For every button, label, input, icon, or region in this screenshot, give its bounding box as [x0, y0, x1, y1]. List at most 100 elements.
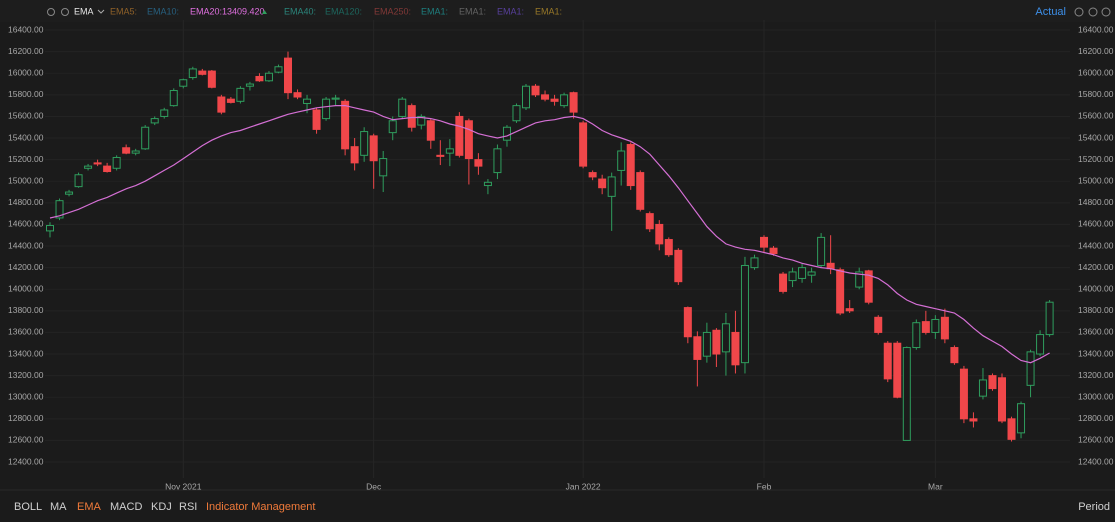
- candle-body: [255, 75, 264, 82]
- y-tick-label: 12400.00: [8, 456, 44, 466]
- y-tick-label-right: 16200.00: [1078, 46, 1114, 56]
- y-tick-label: 13800.00: [8, 305, 44, 315]
- indicator-tab[interactable]: MACD: [110, 501, 142, 513]
- candle-body: [674, 249, 683, 283]
- y-tick-label-right: 13200.00: [1078, 370, 1114, 380]
- period-button[interactable]: Period: [1078, 501, 1110, 513]
- candle-body: [84, 165, 93, 169]
- candle-body: [141, 126, 150, 150]
- indicator-tab[interactable]: EMA: [77, 501, 102, 513]
- mode-button[interactable]: Actual: [1035, 6, 1066, 18]
- y-tick-label: 13200.00: [8, 370, 44, 380]
- redo-icon[interactable]: [1088, 7, 1098, 17]
- candle-body: [188, 68, 197, 79]
- y-tick-label-right: 14400.00: [1078, 240, 1114, 250]
- y-tick-label: 15800.00: [8, 89, 44, 99]
- reset-icon[interactable]: [1101, 7, 1111, 17]
- candle-body: [702, 331, 711, 357]
- candle-body: [817, 236, 826, 266]
- legend-label: EMA1:: [497, 6, 524, 16]
- candle-body: [712, 329, 721, 355]
- candle-body: [912, 322, 921, 349]
- candle-body: [959, 368, 968, 420]
- legend-label: EMA1:: [459, 6, 486, 16]
- candle-body: [150, 118, 159, 124]
- candle-body: [655, 223, 664, 245]
- y-tick-label-right: 15400.00: [1078, 132, 1114, 142]
- indicator-management[interactable]: Indicator Management: [206, 501, 315, 513]
- candle-body: [331, 97, 340, 100]
- y-tick-label: 15600.00: [8, 111, 44, 121]
- candle-body: [1045, 301, 1054, 336]
- candle-body: [207, 70, 216, 88]
- y-tick-label-right: 13400.00: [1078, 348, 1114, 358]
- candle-body: [978, 379, 987, 397]
- candle-body: [645, 213, 654, 230]
- candle-body: [131, 150, 140, 154]
- y-tick-label: 16200.00: [8, 46, 44, 56]
- y-tick-label: 13000.00: [8, 391, 44, 401]
- candle-body: [284, 57, 292, 94]
- candle-body: [626, 144, 635, 187]
- candle-body: [769, 247, 778, 255]
- close-icon[interactable]: [61, 8, 69, 16]
- y-tick-label: 14800.00: [8, 197, 44, 207]
- candle-body: [940, 316, 949, 340]
- undo-icon[interactable]: [1074, 7, 1084, 17]
- candle-body: [607, 176, 616, 197]
- candle-body: [426, 120, 435, 141]
- y-tick-label: 12800.00: [8, 413, 44, 423]
- y-tick-label: 14600.00: [8, 219, 44, 229]
- y-tick-label: 15400.00: [8, 132, 44, 142]
- candle-body: [636, 172, 645, 210]
- candle-body: [198, 70, 207, 75]
- indicator-name[interactable]: EMA: [74, 6, 94, 16]
- candle-body: [522, 85, 530, 109]
- y-tick-label-right: 13800.00: [1078, 305, 1114, 315]
- candle-body: [322, 98, 331, 120]
- y-tick-label-right: 15800.00: [1078, 89, 1114, 99]
- candle-body: [779, 273, 788, 292]
- indicator-tab[interactable]: BOLL: [14, 501, 42, 513]
- candle-body: [303, 98, 312, 104]
- y-tick-label-right: 14000.00: [1078, 283, 1114, 293]
- legend-label: EMA120:: [325, 6, 362, 16]
- candle-body: [493, 148, 502, 174]
- y-tick-label-right: 14800.00: [1078, 197, 1114, 207]
- candle-body: [474, 159, 483, 167]
- candle-body: [617, 150, 626, 171]
- indicator-tab[interactable]: KDJ: [151, 501, 172, 513]
- y-tick-label: 14000.00: [8, 283, 44, 293]
- candle-body: [902, 347, 911, 441]
- candle-body: [1007, 418, 1016, 440]
- candle-body: [74, 174, 83, 188]
- candle-body: [398, 98, 407, 117]
- settings-icon[interactable]: [47, 8, 55, 16]
- dropdown-caret[interactable]: [97, 9, 105, 14]
- candle-body: [341, 100, 350, 150]
- candle-body: [1036, 334, 1045, 355]
- y-tick-label: 16000.00: [8, 67, 44, 77]
- candle-body: [807, 271, 816, 276]
- candle-body: [445, 148, 454, 154]
- y-tick-label: 16400.00: [8, 24, 44, 34]
- y-tick-label-right: 14200.00: [1078, 262, 1114, 272]
- candle-body: [588, 172, 597, 178]
- x-tick-label: Feb: [757, 481, 772, 491]
- candle-body: [560, 94, 569, 107]
- candle-body: [65, 191, 74, 195]
- indicator-tab[interactable]: RSI: [179, 501, 197, 513]
- candle-body: [169, 90, 178, 107]
- legend-arrow: [262, 10, 267, 14]
- candle-body: [855, 271, 864, 288]
- candle-body: [160, 109, 169, 117]
- candle-body: [836, 269, 845, 314]
- y-tick-label-right: 15600.00: [1078, 111, 1114, 121]
- indicator-tab[interactable]: MA: [50, 501, 67, 513]
- candle-body: [236, 87, 245, 102]
- candle-body: [693, 336, 702, 360]
- candle-body: [274, 66, 283, 73]
- y-tick-label: 13400.00: [8, 348, 44, 358]
- candle-body: [436, 154, 445, 157]
